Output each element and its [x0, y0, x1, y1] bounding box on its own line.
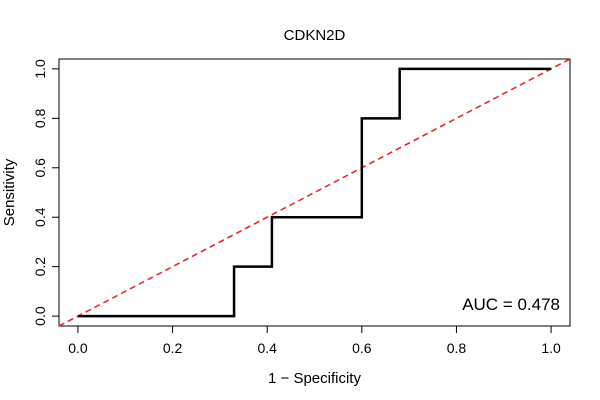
- y-tick-label: 0.8: [32, 108, 48, 128]
- x-tick-label: 0.0: [68, 340, 88, 356]
- reference-diagonal-line: [58, 58, 571, 327]
- chart-title: CDKN2D: [284, 27, 346, 44]
- x-tick-label: 0.2: [163, 340, 183, 356]
- x-tick-label: 0.8: [447, 340, 467, 356]
- x-axis-title: 1 − Specificity: [268, 370, 361, 387]
- y-axis: 0.0 0.2 0.4 0.6 0.8 1.0: [32, 59, 60, 326]
- x-tick-label: 1.0: [541, 340, 561, 356]
- series-layer: [58, 58, 571, 327]
- roc-curve-line: [77, 67, 552, 318]
- x-axis: 0.0 0.2 0.4 0.6 0.8 1.0: [68, 325, 561, 356]
- x-tick-label: 0.6: [352, 340, 372, 356]
- y-tick-label: 0.6: [32, 158, 48, 178]
- y-tick-label: 1.0: [32, 59, 48, 79]
- y-tick-label: 0.0: [32, 306, 48, 326]
- x-tick-label: 0.4: [257, 340, 277, 356]
- y-axis-title: Sensitivity: [1, 158, 18, 226]
- auc-annotation: AUC = 0.478: [462, 295, 560, 314]
- y-tick-label: 0.4: [32, 207, 48, 227]
- y-tick-label: 0.2: [32, 257, 48, 277]
